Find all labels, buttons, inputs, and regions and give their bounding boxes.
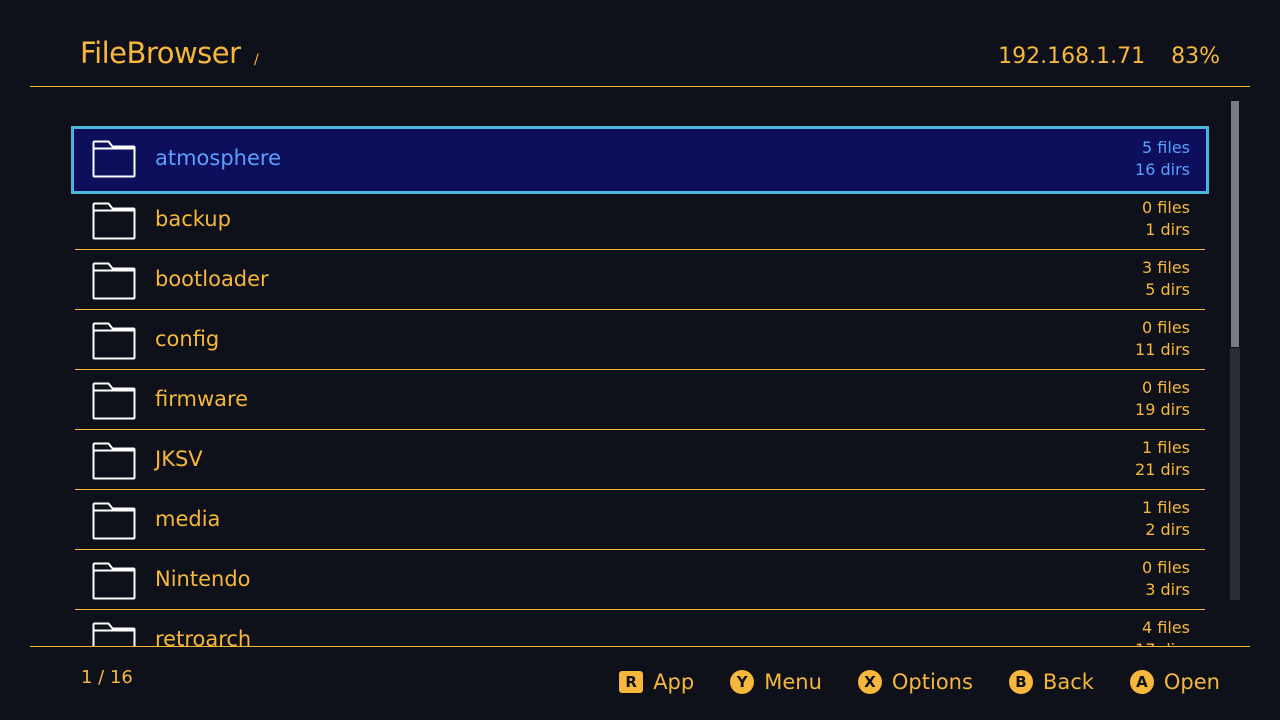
file-count: 0 files	[1142, 318, 1190, 337]
list-item[interactable]: firmware 0 files 19 dirs	[75, 370, 1205, 430]
current-path: /	[254, 52, 259, 68]
folder-icon	[92, 622, 136, 646]
scrollbar-thumb[interactable]	[1230, 100, 1240, 348]
header-divider	[30, 86, 1250, 87]
file-count: 1 files	[1142, 498, 1190, 517]
dir-count: 2 dirs	[1145, 520, 1190, 539]
item-counts: 0 files 19 dirs	[1135, 377, 1190, 421]
button-hint-options[interactable]: X Options	[857, 670, 973, 694]
item-counts: 0 files 3 dirs	[1142, 557, 1190, 601]
folder-icon	[92, 322, 136, 360]
button-label: Options	[891, 670, 973, 694]
button-hint-open[interactable]: A Open	[1129, 670, 1220, 694]
folder-name: bootloader	[155, 267, 269, 291]
folder-name: retroarch	[155, 627, 252, 646]
folder-icon	[92, 442, 136, 480]
file-count: 0 files	[1142, 198, 1190, 217]
button-label: Open	[1163, 670, 1220, 694]
folder-icon	[92, 262, 136, 300]
folder-name: atmosphere	[155, 146, 281, 170]
y-button-icon: Y	[730, 670, 755, 694]
dir-count: 5 dirs	[1145, 280, 1190, 299]
dir-count: 1 dirs	[1145, 220, 1190, 239]
folder-name: config	[155, 327, 220, 351]
file-count: 4 files	[1142, 618, 1190, 637]
list-item[interactable]: config 0 files 11 dirs	[75, 310, 1205, 370]
ip-address: 192.168.1.71	[998, 44, 1146, 69]
item-counts: 5 files 16 dirs	[1135, 137, 1190, 181]
list-item[interactable]: bootloader 3 files 5 dirs	[75, 250, 1205, 310]
a-button-icon: A	[1129, 670, 1154, 694]
scrollbar[interactable]	[1230, 100, 1240, 600]
folder-icon	[92, 382, 136, 420]
folder-name: backup	[155, 207, 231, 231]
list-item[interactable]: JKSV 1 files 21 dirs	[75, 430, 1205, 490]
folder-icon	[92, 140, 136, 178]
file-count: 3 files	[1142, 258, 1190, 277]
dir-count: 21 dirs	[1135, 460, 1190, 479]
item-counts: 4 files 17 dirs	[1135, 617, 1190, 646]
button-label: App	[653, 670, 695, 694]
item-counts: 0 files 1 dirs	[1142, 197, 1190, 241]
button-label: Menu	[764, 670, 822, 694]
dir-count: 16 dirs	[1135, 160, 1190, 179]
button-label: Back	[1042, 670, 1094, 694]
dir-count: 11 dirs	[1135, 340, 1190, 359]
dir-count: 19 dirs	[1135, 400, 1190, 419]
list-item[interactable]: Nintendo 0 files 3 dirs	[75, 550, 1205, 610]
r-button-icon: R	[619, 671, 644, 693]
file-count: 0 files	[1142, 558, 1190, 577]
file-count: 1 files	[1142, 438, 1190, 457]
b-button-icon: B	[1008, 670, 1033, 694]
item-counts: 3 files 5 dirs	[1142, 257, 1190, 301]
button-hint-menu[interactable]: Y Menu	[730, 670, 822, 694]
folder-name: firmware	[155, 387, 249, 411]
button-hint-app[interactable]: R App	[619, 670, 694, 694]
folder-icon	[92, 202, 136, 240]
item-counts: 1 files 2 dirs	[1142, 497, 1190, 541]
x-button-icon: X	[857, 670, 882, 694]
folder-icon	[92, 562, 136, 600]
dir-count: 3 dirs	[1145, 580, 1190, 599]
battery-level: 83%	[1171, 44, 1220, 69]
item-counts: 1 files 21 dirs	[1135, 437, 1190, 481]
list-item[interactable]: backup 0 files 1 dirs	[75, 190, 1205, 250]
folder-name: Nintendo	[155, 567, 251, 591]
list-item[interactable]: media 1 files 2 dirs	[75, 490, 1205, 550]
status-area: 192.168.1.71 83%	[998, 44, 1220, 69]
footer-divider	[30, 646, 1250, 647]
file-count: 5 files	[1142, 138, 1190, 157]
folder-icon	[92, 502, 136, 540]
dir-count: 17 dirs	[1135, 639, 1190, 646]
folder-name: JKSV	[155, 447, 203, 471]
button-hint-back[interactable]: B Back	[1008, 670, 1094, 694]
page-indicator: 1 / 16	[81, 667, 133, 688]
list-item[interactable]: atmosphere 5 files 16 dirs	[71, 126, 1209, 194]
file-list: atmosphere 5 files 16 dirs backup 0 files…	[0, 90, 1280, 646]
button-hints: R App Y Menu X Options B Back A Open	[619, 670, 1220, 694]
item-counts: 0 files 11 dirs	[1135, 317, 1190, 361]
folder-name: media	[155, 507, 221, 531]
app-title: FileBrowser	[80, 36, 241, 70]
list-item[interactable]: retroarch 4 files 17 dirs	[75, 610, 1205, 646]
file-count: 0 files	[1142, 378, 1190, 397]
